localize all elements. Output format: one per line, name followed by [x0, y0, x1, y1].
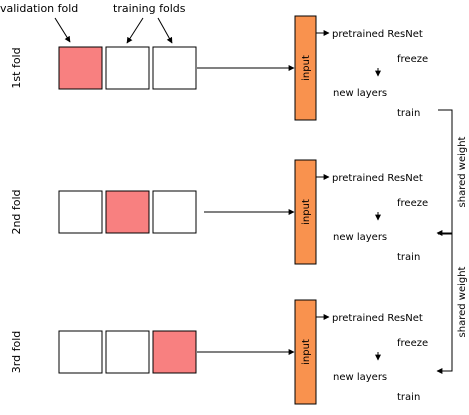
train-label: train [397, 252, 420, 263]
new-layers-label: new layers [333, 372, 387, 383]
freeze-label: freeze [397, 198, 428, 209]
input-label: input [301, 199, 312, 225]
new-layers-label: new layers [333, 232, 387, 243]
pretrained-resnet-label: pretrained ResNet [332, 313, 423, 324]
validation-fold-label: validation fold [0, 2, 78, 15]
shared-weight-label: shared weight [457, 266, 468, 337]
shared-weight-label: shared weight [457, 136, 468, 207]
pretrained-resnet-label: pretrained ResNet [332, 29, 423, 40]
shared-weight-bracket [436, 233, 453, 374]
shared-weight-bracket [436, 109, 453, 236]
fold-row-2: 2nd fold input pretrained ResNet freeze … [10, 159, 428, 265]
train-label: train [397, 108, 420, 119]
fold-box-3 [152, 190, 197, 234]
fold-box-3 [152, 330, 197, 374]
new-layers-label: new layers [333, 88, 387, 99]
fold-label: 1st fold [10, 47, 23, 88]
fold-box-2 [105, 190, 150, 234]
pretrained-resnet-label: pretrained ResNet [332, 173, 423, 184]
train-label: train [397, 392, 420, 403]
fold-box-1 [58, 190, 103, 234]
training-folds-label: training folds [113, 2, 186, 15]
freeze-label: freeze [397, 338, 428, 349]
fold-box-3 [152, 46, 197, 90]
shared-weight-connector-2: shared weight [436, 233, 468, 374]
fold-box-1 [58, 330, 103, 374]
input-block [294, 159, 317, 265]
fold-box-2 [105, 46, 150, 90]
input-label: input [301, 339, 312, 365]
input-block [294, 299, 317, 405]
freeze-label: freeze [397, 54, 428, 65]
input-label: input [301, 55, 312, 81]
fold-label: 2nd fold [10, 189, 23, 234]
fold-box-2 [105, 330, 150, 374]
training-pointer-arrow-1 [126, 17, 144, 44]
shared-weight-connector-1: shared weight [436, 109, 468, 236]
fold-row-1: 1st fold input pretrained ResNet freeze … [10, 15, 428, 121]
fold-row-3: 3rd fold input pretrained ResNet freeze … [10, 299, 428, 405]
fold-label: 3rd fold [10, 331, 23, 373]
validation-pointer-arrow [54, 17, 71, 43]
fold-box-1 [58, 46, 103, 90]
input-block [294, 15, 317, 121]
training-pointer-arrow-2 [157, 17, 173, 44]
